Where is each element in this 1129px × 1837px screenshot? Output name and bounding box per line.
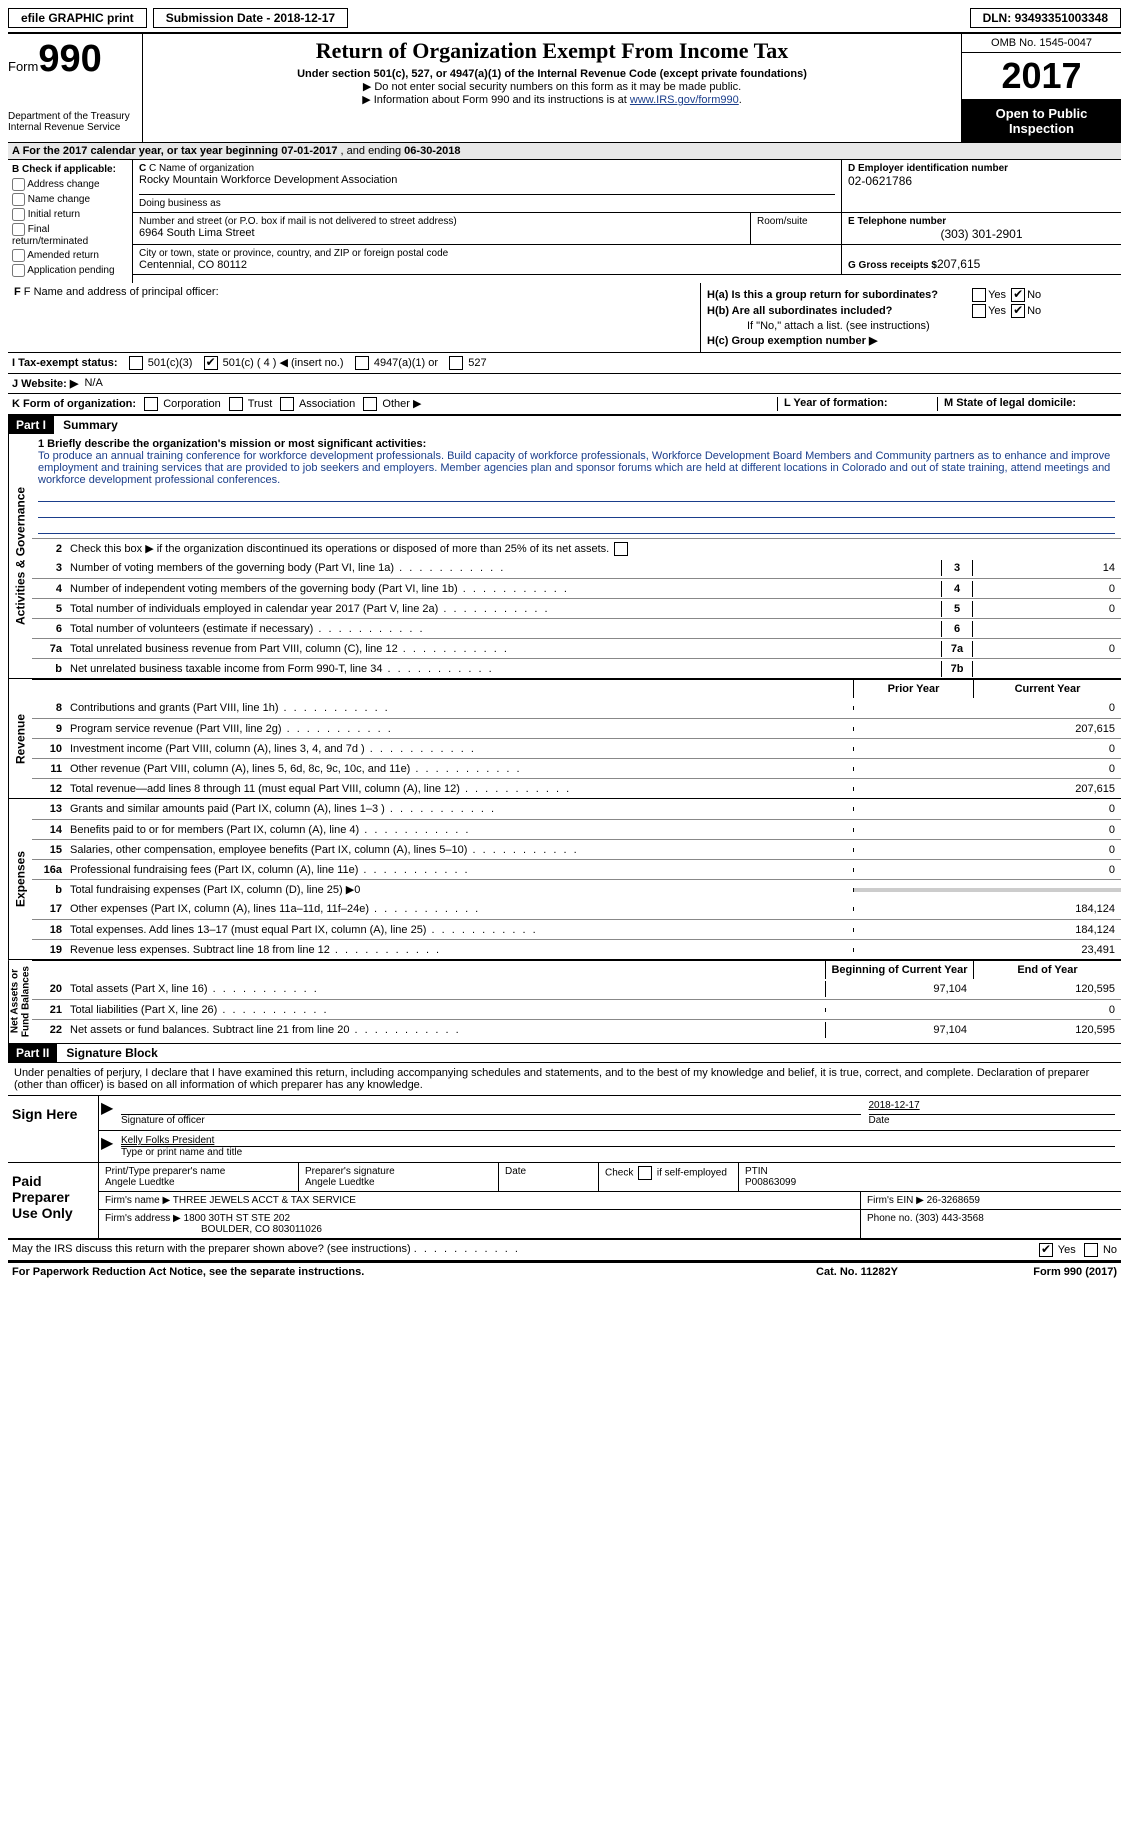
form-header: Form990 Department of the Treasury Inter… [8,32,1121,142]
chk-4947[interactable] [355,356,369,370]
irs-discuss-row: May the IRS discuss this return with the… [8,1239,1121,1261]
discuss-yes[interactable] [1039,1243,1053,1257]
form-title-block: Return of Organization Exempt From Incom… [143,34,961,142]
chk-501c[interactable] [204,356,218,370]
section-cd: C C Name of organization Rocky Mountain … [133,160,1121,283]
firm-name: THREE JEWELS ACCT & TAX SERVICE [173,1195,356,1206]
section-f-h: F F Name and address of principal office… [8,283,1121,353]
side-tab-activities: Activities & Governance [8,434,32,678]
line-8: 8Contributions and grants (Part VIII, li… [32,698,1121,718]
officer-name: Kelly Folks President [121,1135,214,1146]
efile-chip: efile GRAPHIC print [8,8,147,28]
chk-amended[interactable]: Amended return [12,249,128,262]
chk-name-change[interactable]: Name change [12,193,128,206]
gross-receipts: 207,615 [937,257,980,271]
line-7a: 7aTotal unrelated business revenue from … [32,638,1121,658]
row-i-tax-exempt: I Tax-exempt status: 501(c)(3) 501(c) ( … [8,353,1121,374]
ha-yes[interactable] [972,288,986,302]
line-15: 15Salaries, other compensation, employee… [32,839,1121,859]
street-address: 6964 South Lima Street [139,227,744,239]
side-tab-revenue: Revenue [8,679,32,798]
discuss-no[interactable] [1084,1243,1098,1257]
line-7b: bNet unrelated business taxable income f… [32,658,1121,678]
preparer-name: Angele Luedtke [105,1177,292,1188]
line-4: 4Number of independent voting members of… [32,578,1121,598]
side-tab-net: Net Assets or Fund Balances [8,960,32,1043]
chk-self-employed[interactable] [638,1166,652,1180]
mission-text: To produce an annual training conference… [38,450,1110,486]
part-i-expenses: Expenses 13Grants and similar amounts pa… [8,799,1121,960]
firm-phone: (303) 443-3568 [915,1213,983,1224]
line-3: 3Number of voting members of the governi… [32,558,1121,578]
line-17: 17Other expenses (Part IX, column (A), l… [32,899,1121,919]
topbar: efile GRAPHIC print Submission Date - 20… [8,8,1121,28]
line-16a: 16aProfessional fundraising fees (Part I… [32,859,1121,879]
chk-address-change[interactable]: Address change [12,178,128,191]
row-a-tax-year: A For the 2017 calendar year, or tax yea… [8,142,1121,160]
line-11: 11Other revenue (Part VIII, column (A), … [32,758,1121,778]
part-i-revenue: Revenue Prior Year Current Year 8Contrib… [8,679,1121,799]
line-14: 14Benefits paid to or for members (Part … [32,819,1121,839]
row-j-website: J Website: ▶ N/A [8,374,1121,394]
line-5: 5Total number of individuals employed in… [32,598,1121,618]
line-13: 13Grants and similar amounts paid (Part … [32,799,1121,819]
line-20: 20Total assets (Part X, line 16)97,10412… [32,979,1121,999]
chk-other[interactable] [363,397,377,411]
line-18: 18Total expenses. Add lines 13–17 (must … [32,919,1121,939]
chk-corp[interactable] [144,397,158,411]
chk-application-pending[interactable]: Application pending [12,264,128,277]
part-ii-header: Part II Signature Block [8,1044,1121,1062]
page-footer: For Paperwork Reduction Act Notice, see … [8,1261,1121,1281]
ha-no[interactable] [1011,288,1025,302]
hb-yes[interactable] [972,304,986,318]
firm-ein: 26-3268659 [927,1195,980,1206]
dln-chip: DLN: 93493351003348 [970,8,1121,28]
header-fields: B Check if applicable: Address change Na… [8,160,1121,283]
part-i-header: Part I Summary [8,416,1121,434]
chk-527[interactable] [449,356,463,370]
chk-501c3[interactable] [129,356,143,370]
form-title: Return of Organization Exempt From Incom… [151,38,953,64]
part-i-activities: Activities & Governance 1 Briefly descri… [8,434,1121,679]
line-6: 6Total number of volunteers (estimate if… [32,618,1121,638]
chk-trust[interactable] [229,397,243,411]
line-9: 9Program service revenue (Part VIII, lin… [32,718,1121,738]
line-12: 12Total revenue—add lines 8 through 11 (… [32,778,1121,798]
line-19: 19Revenue less expenses. Subtract line 1… [32,939,1121,959]
row-k-form-org: K Form of organization: Corporation Trus… [8,394,1121,416]
section-b-checkboxes: B Check if applicable: Address change Na… [8,160,133,283]
irs-link[interactable]: www.IRS.gov/form990 [630,94,739,106]
submission-chip: Submission Date - 2018-12-17 [153,8,348,28]
ptin: P00863099 [745,1177,1115,1188]
part-i-netassets: Net Assets or Fund Balances Beginning of… [8,960,1121,1044]
form-year-block: OMB No. 1545-0047 2017 Open to Public In… [961,34,1121,142]
ein: 02-0621786 [848,174,1115,188]
phone: (303) 301-2901 [848,227,1115,241]
form-id-block: Form990 Department of the Treasury Inter… [8,34,143,142]
line-10: 10Investment income (Part VIII, column (… [32,738,1121,758]
chk-assoc[interactable] [280,397,294,411]
org-name: Rocky Mountain Workforce Development Ass… [139,174,835,186]
side-tab-expenses: Expenses [8,799,32,959]
city-state-zip: Centennial, CO 80112 [139,259,835,271]
hb-no[interactable] [1011,304,1025,318]
line-21: 21Total liabilities (Part X, line 26)0 [32,999,1121,1019]
chk-initial-return[interactable]: Initial return [12,208,128,221]
line2-chk[interactable] [614,542,628,556]
chk-final-return[interactable]: Final return/terminated [12,223,128,247]
line-22: 22Net assets or fund balances. Subtract … [32,1019,1121,1039]
signature-block: Under penalties of perjury, I declare th… [8,1062,1121,1239]
mission-block: 1 Briefly describe the organization's mi… [32,434,1121,538]
